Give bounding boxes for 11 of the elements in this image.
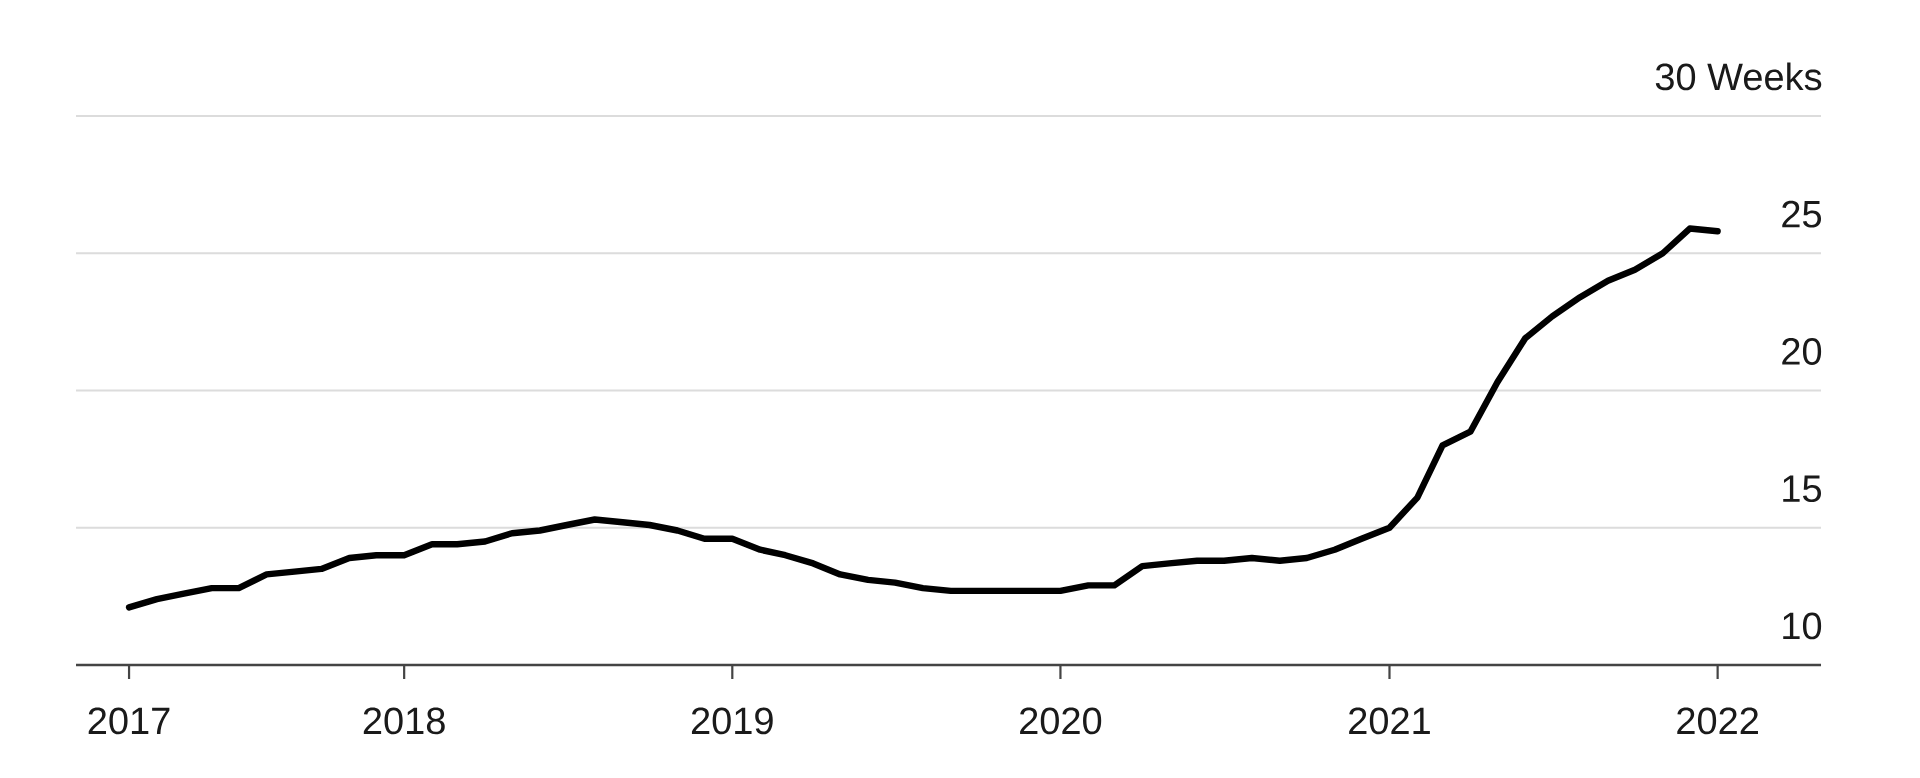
- x-tick-label: 2022: [1677, 707, 1758, 735]
- y-tick-label: 20: [1782, 337, 1822, 365]
- x-tick-label: 2020: [1020, 707, 1102, 735]
- y-tick-label: 25: [1782, 200, 1822, 228]
- x-tick-label: 2021: [1349, 707, 1430, 735]
- y-tick-label: 10: [1783, 612, 1822, 640]
- x-tick-label: 2017: [88, 707, 170, 735]
- y-tick-label: 15: [1783, 475, 1822, 503]
- x-tick-label: 2019: [691, 707, 773, 735]
- y-tick-label: 30 Weeks: [1655, 62, 1822, 91]
- x-tick-label: 2018: [363, 707, 445, 735]
